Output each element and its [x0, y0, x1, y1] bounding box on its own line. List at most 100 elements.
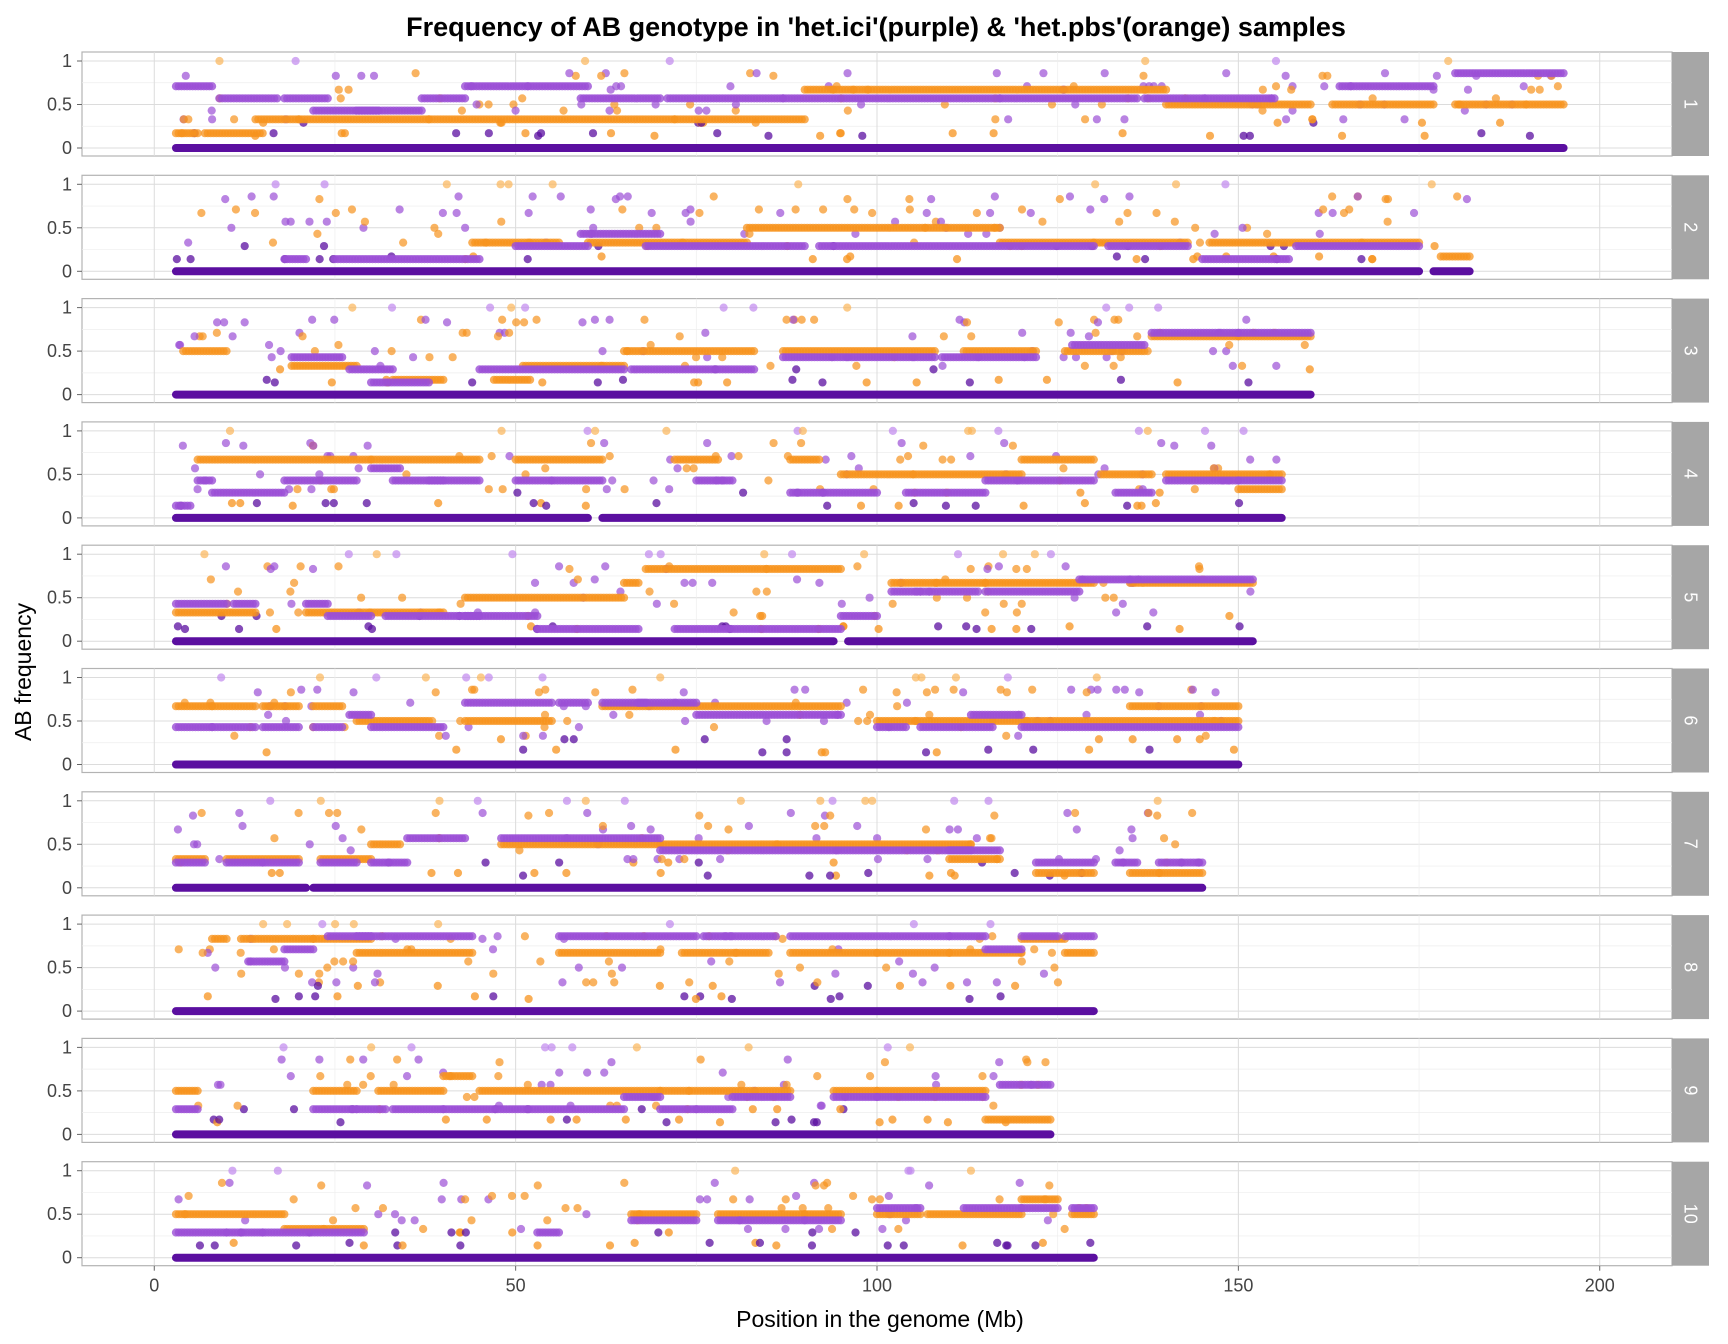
data-point	[541, 464, 550, 473]
data-point	[268, 238, 278, 247]
data-point	[387, 347, 396, 356]
data-point	[726, 82, 735, 91]
data-point	[286, 587, 295, 596]
data-point	[858, 685, 868, 694]
data-point	[888, 599, 897, 608]
y-tick-label: 1	[62, 668, 72, 688]
data-point	[1237, 361, 1247, 370]
data-point	[940, 100, 949, 109]
data-point	[421, 315, 430, 324]
data-point	[349, 688, 358, 697]
data-point	[190, 332, 199, 341]
data-point	[298, 332, 307, 341]
data-point	[247, 192, 256, 201]
data-point	[701, 328, 710, 337]
data-point	[1093, 318, 1103, 327]
data-point	[1201, 731, 1210, 740]
data-point	[1134, 426, 1143, 435]
data-point	[334, 340, 343, 350]
data-point	[1429, 82, 1438, 91]
data-point	[265, 608, 275, 617]
data-point	[819, 205, 828, 214]
data-point	[588, 129, 598, 138]
data-point	[487, 452, 496, 461]
data-point	[656, 550, 665, 559]
data-point	[1383, 217, 1392, 226]
data-point	[227, 499, 237, 508]
y-tick-label: 1	[62, 421, 72, 441]
data-point	[198, 332, 207, 341]
data-point	[892, 688, 901, 697]
data-point	[1225, 611, 1234, 621]
data-point	[1477, 129, 1486, 138]
data-point	[367, 624, 377, 634]
data-point	[863, 716, 872, 726]
data-point	[888, 426, 897, 435]
data-point	[362, 499, 371, 508]
data-point	[650, 131, 659, 140]
data-point	[293, 485, 302, 494]
data-point	[1012, 608, 1021, 617]
data-point	[222, 347, 231, 356]
data-point	[1272, 455, 1281, 464]
data-point	[739, 488, 748, 497]
data-point	[1234, 499, 1244, 508]
data-point	[452, 208, 461, 218]
data-point	[294, 608, 303, 617]
data-point	[623, 192, 632, 201]
data-point	[1118, 129, 1127, 138]
data-point	[1145, 745, 1154, 754]
data-point	[392, 550, 401, 559]
data-point	[675, 332, 684, 341]
data-point	[1235, 622, 1244, 631]
data-point	[565, 69, 574, 78]
y-tick-label: 1	[62, 51, 72, 71]
data-point	[286, 688, 295, 697]
data-point	[251, 608, 260, 617]
data-point	[1287, 85, 1296, 94]
data-point	[787, 550, 797, 559]
data-point	[934, 622, 943, 631]
data-point	[181, 71, 190, 80]
data-point	[217, 673, 226, 682]
data-point	[552, 745, 561, 754]
data-point	[305, 217, 314, 226]
data-point	[620, 69, 629, 78]
data-point	[454, 192, 463, 201]
data-point	[1141, 56, 1150, 66]
data-point	[534, 688, 544, 697]
data-point	[962, 622, 971, 631]
data-point	[1066, 328, 1075, 337]
data-point	[1089, 455, 1098, 464]
data-point	[334, 85, 343, 94]
data-point	[234, 624, 244, 634]
data-point	[791, 205, 800, 214]
data-point	[548, 180, 557, 189]
data-point	[1242, 315, 1251, 324]
data-point	[518, 94, 527, 103]
data-point	[271, 180, 280, 189]
data-point	[858, 131, 867, 140]
y-tick-label: 0.5	[47, 588, 72, 608]
data-point	[593, 378, 602, 387]
data-point	[586, 438, 596, 448]
data-point	[313, 229, 322, 238]
data-point	[948, 129, 957, 138]
data-point	[966, 564, 975, 574]
data-point	[250, 208, 260, 218]
data-point	[1246, 587, 1255, 596]
data-point	[406, 698, 415, 707]
data-point	[644, 550, 653, 559]
data-point	[1139, 71, 1148, 80]
data-point	[462, 328, 471, 337]
data-point	[750, 347, 759, 356]
data-point	[461, 223, 470, 232]
data-point	[1109, 361, 1118, 370]
data-point	[694, 106, 703, 115]
data-point	[782, 315, 791, 324]
data-point	[991, 115, 1000, 124]
data-point	[538, 378, 547, 387]
data-point	[1357, 255, 1366, 264]
data-point	[1125, 303, 1134, 312]
data-point	[1151, 499, 1160, 508]
